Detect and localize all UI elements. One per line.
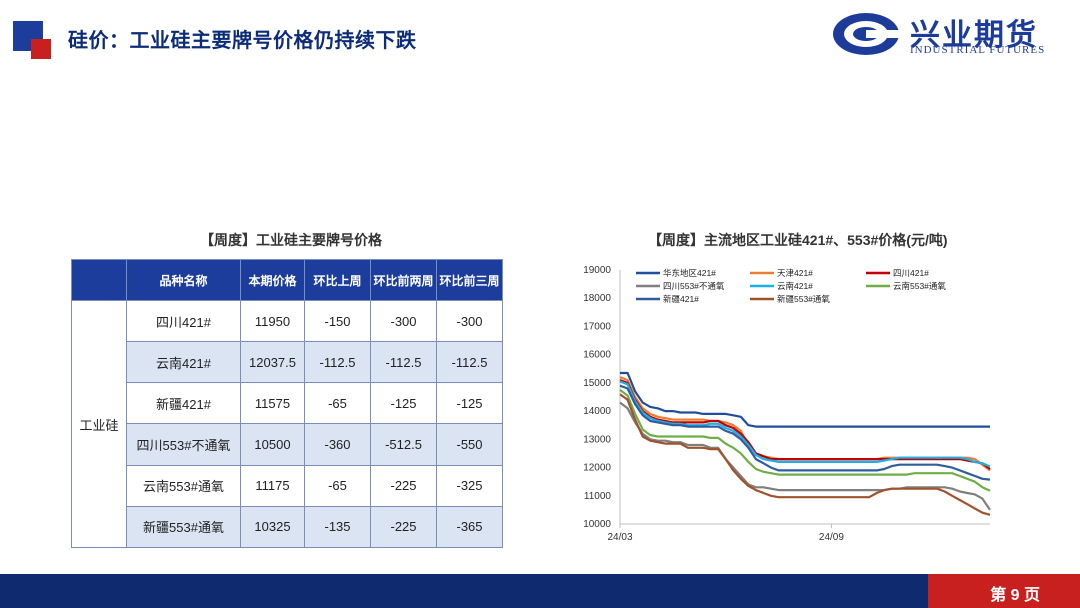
product-name-cell: 四川553#不通氧 bbox=[126, 423, 241, 466]
legend-label: 华东地区421# bbox=[663, 268, 716, 278]
w2-cell: -225 bbox=[370, 464, 437, 507]
y-tick-label: 13000 bbox=[583, 434, 611, 445]
w2-cell: -112.5 bbox=[370, 341, 437, 384]
product-name-cell: 新疆421# bbox=[126, 382, 241, 425]
legend-label: 新疆553#通氧 bbox=[777, 294, 830, 304]
y-tick-label: 18000 bbox=[583, 293, 611, 304]
legend-label: 四川553#不通氧 bbox=[663, 281, 725, 291]
product-name-cell: 云南553#通氧 bbox=[126, 464, 241, 507]
footer-bar bbox=[0, 574, 1080, 608]
y-tick-label: 19000 bbox=[583, 265, 611, 276]
series-line bbox=[619, 389, 991, 492]
legend-label: 云南553#通氧 bbox=[893, 281, 946, 291]
column-header: 品种名称 bbox=[126, 259, 241, 301]
wow-cell: -112.5 bbox=[304, 341, 371, 384]
y-tick-label: 16000 bbox=[583, 350, 611, 361]
w3-cell: -112.5 bbox=[436, 341, 503, 384]
page-number: 第 9 页 bbox=[990, 587, 1040, 604]
series-line bbox=[619, 379, 991, 470]
table-row: 云南421# 12037.5 -112.5 -112.5 -112.5 bbox=[72, 341, 503, 384]
wow-cell: -150 bbox=[304, 299, 371, 343]
series-line bbox=[619, 384, 991, 481]
legend-label: 新疆421# bbox=[663, 294, 699, 304]
wow-cell: -360 bbox=[304, 423, 371, 466]
table-row: 新疆421# 11575 -65 -125 -125 bbox=[72, 382, 503, 425]
table-row: 工业硅 四川421# 11950 -150 -300 -300 bbox=[71, 299, 503, 548]
group-label: 工业硅 bbox=[71, 300, 127, 548]
chart-series-lines bbox=[619, 371, 991, 516]
series-line bbox=[620, 371, 990, 428]
y-tick-label: 12000 bbox=[583, 463, 611, 474]
product-name-cell: 四川421# bbox=[126, 299, 241, 343]
page-title: 硅价：工业硅主要牌号价格仍持续下跌 bbox=[68, 30, 417, 52]
chart-caption: 【周度】主流地区工业硅421#、553#价格(元/吨) bbox=[648, 232, 948, 248]
w2-cell: -225 bbox=[370, 505, 437, 549]
wow-cell: -65 bbox=[304, 382, 371, 425]
y-tick-label: 10000 bbox=[583, 519, 611, 530]
w3-cell: -300 bbox=[436, 299, 503, 343]
brand-name-en: INDUSTRIAL FUTURES bbox=[910, 44, 1046, 56]
wow-cell: -135 bbox=[304, 505, 371, 549]
table-header-row: 品种名称 本期价格 环比上周 环比前两周 环比前三周 bbox=[71, 259, 503, 301]
series-line bbox=[619, 401, 991, 511]
column-header: 环比上周 bbox=[304, 259, 371, 301]
column-header: 本期价格 bbox=[240, 259, 305, 301]
table-row: 四川553#不通氧 10500 -360 -512.5 -550 bbox=[72, 423, 503, 466]
w2-cell: -300 bbox=[370, 299, 437, 343]
brand-emblem-icon bbox=[833, 13, 900, 55]
w2-cell: -125 bbox=[370, 382, 437, 425]
product-name-cell: 新疆553#通氧 bbox=[126, 505, 241, 549]
legend-label: 云南421# bbox=[777, 281, 813, 291]
price-cell: 11575 bbox=[240, 382, 305, 425]
y-tick-label: 14000 bbox=[583, 406, 611, 417]
column-header: 环比前三周 bbox=[436, 259, 503, 301]
price-table: 品种名称 本期价格 环比上周 环比前两周 环比前三周 工业硅 四川421# 11… bbox=[71, 259, 503, 549]
legend-label: 四川421# bbox=[893, 268, 929, 278]
w3-cell: -550 bbox=[436, 423, 503, 466]
x-tick-label: 24/09 bbox=[819, 532, 844, 543]
product-name-cell: 云南421# bbox=[126, 341, 241, 384]
brand-logo: 兴业期货 INDUSTRIAL FUTURES bbox=[830, 10, 1060, 58]
footer-page-box bbox=[928, 574, 1080, 608]
price-cell: 11175 bbox=[240, 464, 305, 507]
logo-square-red bbox=[31, 39, 51, 59]
y-tick-label: 15000 bbox=[583, 378, 611, 389]
chart-legend: 华东地区421# 天津421# 四川421# 四川553#不通氧 云南421# 云南553… bbox=[636, 268, 946, 304]
column-header: 环比前两周 bbox=[370, 259, 437, 301]
w3-cell: -365 bbox=[436, 505, 503, 549]
table-row: 新疆553#通氧 10325 -135 -225 -365 bbox=[72, 505, 503, 549]
chart-axes: 10000 11000 12000 13000 14000 15000 16000 17000… bbox=[583, 265, 990, 543]
wow-cell: -65 bbox=[304, 464, 371, 507]
column-header bbox=[71, 259, 127, 301]
brand-name-cn: 兴业期货 bbox=[910, 18, 1038, 53]
y-tick-label: 17000 bbox=[583, 321, 611, 332]
x-tick-label: 24/03 bbox=[607, 532, 632, 543]
price-cell: 10325 bbox=[240, 505, 305, 549]
price-cell: 10500 bbox=[240, 423, 305, 466]
price-line-chart: 10000 11000 12000 13000 14000 15000 16000 17000… bbox=[583, 265, 991, 543]
w3-cell: -325 bbox=[436, 464, 503, 507]
table-caption: 【周度】工业硅主要牌号价格 bbox=[200, 232, 382, 248]
y-tick-label: 11000 bbox=[584, 491, 612, 502]
w3-cell: -125 bbox=[436, 382, 503, 425]
table-row: 云南553#通氧 11175 -65 -225 -325 bbox=[72, 464, 503, 507]
price-cell: 11950 bbox=[240, 299, 305, 343]
series-line bbox=[619, 393, 991, 516]
w2-cell: -512.5 bbox=[370, 423, 437, 466]
price-cell: 12037.5 bbox=[240, 341, 305, 384]
legend-label: 天津421# bbox=[777, 268, 813, 278]
series-line bbox=[619, 380, 991, 468]
